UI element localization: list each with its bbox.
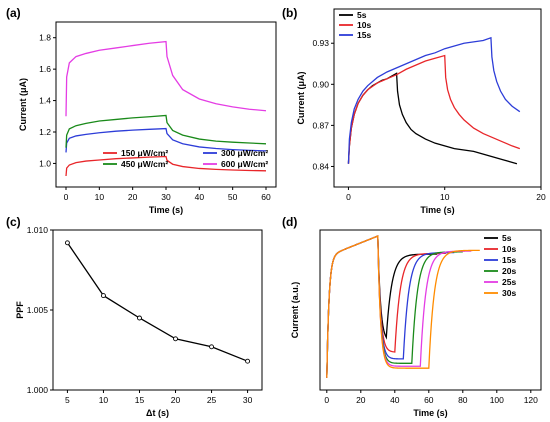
x-tick-label: 50: [228, 192, 238, 202]
data-point: [173, 336, 178, 342]
y-tick-label: 0.90: [312, 79, 329, 89]
x-tick-label: 20: [356, 395, 366, 405]
legend-label: 30s: [502, 288, 516, 298]
series-line-450 μW/cm²: [65, 114, 267, 148]
y-tick-label: 1.4: [39, 96, 51, 106]
x-tick-label: 5: [65, 395, 70, 405]
y-tick-label: 1.8: [39, 33, 51, 43]
series-group: [66, 242, 248, 362]
plot-frame: [333, 8, 542, 188]
series-line-25s: [326, 235, 472, 378]
y-tick-label: 1.0: [39, 158, 51, 168]
plot-frame: [52, 229, 263, 391]
series-line-15s: [326, 235, 455, 378]
series-line-10s: [347, 54, 521, 164]
panel-d: (d) 0 20 40 60 80 100 120 Time (s) Current (a.u.)…: [282, 215, 542, 418]
x-tick-label: 0: [324, 395, 329, 405]
legend-label: 5s: [357, 10, 367, 20]
x-axis-label: Δt (s): [146, 408, 169, 418]
x-tick-label: 0: [64, 192, 69, 202]
x-tick-label: 25: [207, 395, 217, 405]
x-tick-label: 10: [99, 395, 109, 405]
y-axis-label: PPF: [15, 301, 25, 319]
data-point: [64, 240, 70, 246]
series-line-5s: [347, 72, 518, 165]
legend-label: 150 μW/cm²: [121, 148, 168, 158]
legend-label: 15s: [357, 30, 371, 40]
series-group: [65, 40, 267, 177]
y-tick-label: 1.000: [27, 385, 49, 395]
y-tick-label: 1.005: [27, 305, 49, 315]
data-point: [137, 315, 142, 321]
x-axis-label: Time (s): [420, 205, 454, 215]
x-tick-label: 100: [490, 395, 504, 405]
y-tick-label: 1.010: [27, 225, 49, 235]
x-tick-label: 0: [346, 192, 351, 202]
x-tick-label: 20: [128, 192, 138, 202]
x-tick-label: 15: [135, 395, 145, 405]
panel-label: (c): [6, 215, 21, 229]
x-tick-label: 30: [161, 192, 171, 202]
legend-label: 25s: [502, 277, 516, 287]
series-line-150 μW/cm²: [65, 155, 267, 177]
y-tick-label: 0.87: [312, 120, 329, 130]
x-tick-label: 10: [440, 192, 450, 202]
x-tick-label: 20: [536, 192, 546, 202]
y-axis-label: Current (μA): [296, 71, 306, 124]
x-tick-label: 10: [95, 192, 105, 202]
panel-label: (d): [282, 215, 297, 229]
series-line-30s: [326, 235, 480, 378]
x-tick-label: 30: [243, 395, 253, 405]
y-tick-label: 1.2: [39, 127, 51, 137]
panel-label: (a): [6, 6, 21, 20]
panel-b: (b) 0 10 20 0.84 0.87 0.90 0.93 Time (s) Current …: [282, 6, 546, 215]
series-line-600 μW/cm²: [65, 40, 267, 117]
legend-label: 300 μW/cm²: [221, 148, 268, 158]
data-point: [245, 358, 251, 364]
x-axis-label: Time (s): [149, 205, 183, 215]
series-group: [347, 36, 521, 165]
legend-label: 450 μW/cm²: [121, 159, 168, 169]
series-line-300 μW/cm²: [65, 127, 267, 153]
x-tick-label: 60: [424, 395, 434, 405]
legend-label: 20s: [502, 266, 516, 276]
series-line-line-0: [66, 242, 248, 362]
panel-c: (c) 5 10 15 20 25 30 1.000 1.005 1.010 Δt (s) PPF: [6, 215, 263, 418]
x-tick-label: 40: [195, 192, 205, 202]
x-tick-label: 80: [458, 395, 468, 405]
plot-frame: [319, 229, 542, 391]
y-tick-label: 1.6: [39, 64, 51, 74]
panel-label: (b): [282, 6, 297, 20]
x-tick-label: 20: [171, 395, 181, 405]
panel-a: (a) 0 10 20 30 40 50 60 1.0 1.2 1.4 1.6 1.8 Time (s) C…: [6, 6, 277, 215]
legend: 150 μW/cm² 300 μW/cm² 450 μW/cm² 600 μW/cm²: [103, 148, 268, 169]
x-tick-label: 40: [390, 395, 400, 405]
legend-label: 600 μW/cm²: [221, 159, 268, 169]
y-axis-label: Current (a.u.): [290, 282, 300, 339]
series-line-15s: [347, 36, 521, 164]
legend-label: 10s: [502, 244, 516, 254]
y-tick-label: 0.84: [312, 161, 329, 171]
y-axis-label: Current (μA): [18, 78, 28, 131]
data-point: [100, 293, 106, 299]
legend-label: 10s: [357, 20, 371, 30]
legend-label: 5s: [502, 233, 512, 243]
legend-label: 15s: [502, 255, 516, 265]
series-group: [326, 235, 480, 378]
x-axis-label: Time (s): [413, 408, 447, 418]
y-tick-label: 0.93: [312, 38, 329, 48]
data-point: [209, 344, 215, 350]
series-line-20s: [326, 235, 463, 378]
x-tick-label: 120: [524, 395, 538, 405]
x-tick-label: 60: [261, 192, 271, 202]
